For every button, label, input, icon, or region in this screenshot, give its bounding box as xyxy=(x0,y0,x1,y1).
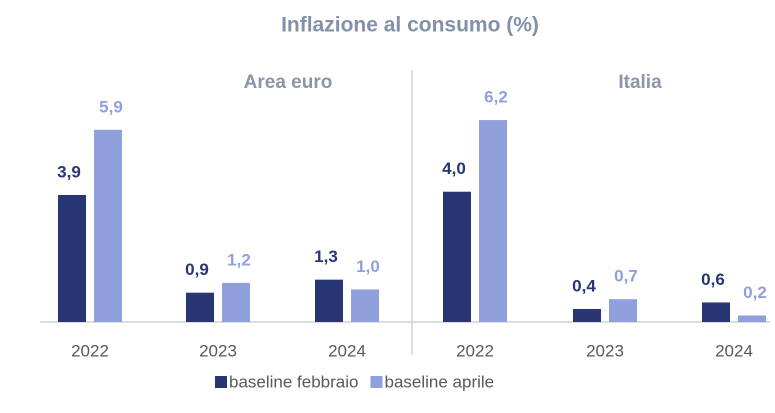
bar xyxy=(609,299,637,322)
legend-swatch xyxy=(370,376,383,388)
bar xyxy=(186,292,214,322)
bar xyxy=(573,308,601,322)
bar xyxy=(443,191,471,322)
data-label: 1,0 xyxy=(356,257,380,276)
data-label: 5,9 xyxy=(99,97,123,116)
data-label: 6,2 xyxy=(484,88,508,107)
x-tick-label: 2024 xyxy=(715,341,753,360)
bar xyxy=(58,194,86,322)
legend-swatch xyxy=(215,376,227,388)
legend-label: baseline febbraio xyxy=(229,372,358,391)
bar xyxy=(222,282,250,322)
data-label: 3,9 xyxy=(57,162,81,181)
bar xyxy=(94,129,122,322)
x-tick-label: 2024 xyxy=(328,341,366,360)
data-label: 1,2 xyxy=(227,250,251,269)
x-tick-label: 2022 xyxy=(456,341,494,360)
x-tick-label: 2023 xyxy=(199,341,237,360)
x-tick-label: 2023 xyxy=(586,341,624,360)
bar xyxy=(738,315,766,322)
data-label: 0,7 xyxy=(614,267,638,286)
legend-label: baseline aprile xyxy=(384,372,494,391)
data-label: 1,3 xyxy=(314,247,338,266)
bar xyxy=(479,120,507,322)
data-label: 0,2 xyxy=(743,283,767,302)
data-label: 4,0 xyxy=(442,159,466,178)
panel-title: Area euro xyxy=(244,72,333,93)
data-label: 0,9 xyxy=(185,260,209,279)
x-tick-label: 2022 xyxy=(71,341,109,360)
data-label: 0,4 xyxy=(572,276,596,295)
bar xyxy=(351,289,379,322)
bar xyxy=(315,279,343,322)
bar xyxy=(702,302,730,322)
panel-title: Italia xyxy=(618,72,662,93)
data-label: 0,6 xyxy=(701,270,725,289)
chart-title: Inflazione al consumo (%) xyxy=(281,14,539,37)
